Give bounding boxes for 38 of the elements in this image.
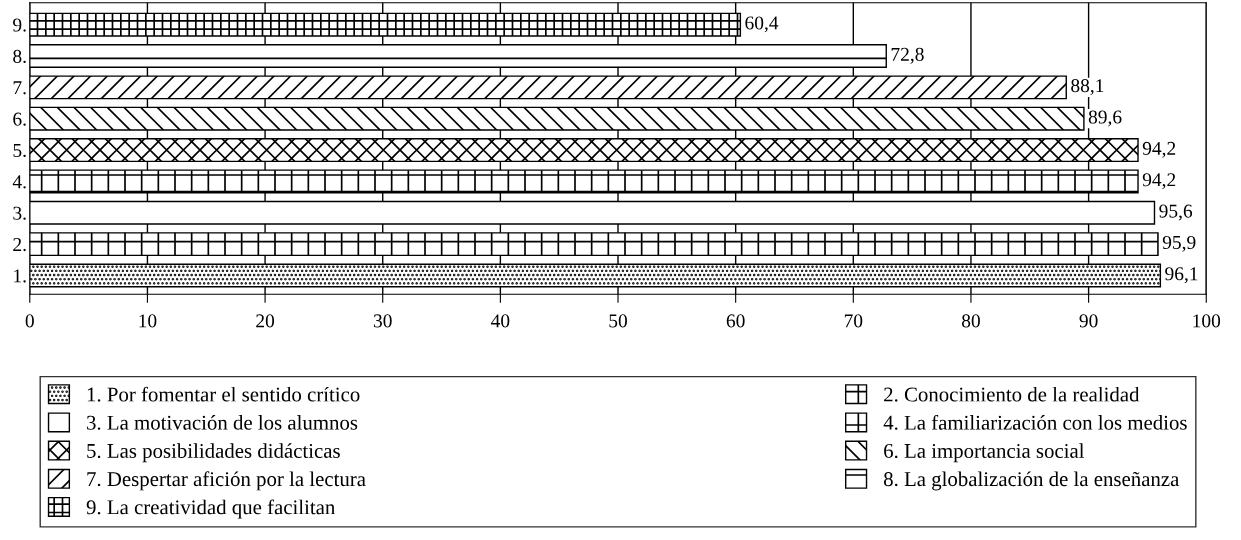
legend-label: 3. La motivación de los alumnos [87, 415, 358, 430]
x-tick-label: 30 [373, 314, 392, 328]
y-tick-label: 9. [13, 18, 26, 32]
legend-label: 4. La familiarización con los medios [883, 414, 1187, 430]
y-tick-label: 8. [13, 49, 26, 64]
x-tick-label: 80 [961, 314, 980, 328]
data-label: 94,2 [1142, 173, 1176, 190]
x-tick-label: 50 [609, 314, 627, 328]
data-label: 89,6 [1088, 110, 1122, 127]
y-tick-label: 5. [13, 144, 26, 158]
data-label: 88,1 [1071, 79, 1104, 96]
legend-label: 5. Las posibilidades didácticas [87, 443, 340, 463]
x-tick-label: 60 [726, 314, 745, 328]
data-label: 95,6 [1159, 204, 1193, 221]
legend-label: 6. La importancia social [884, 443, 1085, 463]
legend-label: 1. Por fomentar el sentido crítico [87, 386, 360, 402]
legend-label: 7. Despertar afición por la lectura [87, 471, 366, 491]
x-tick-label: 40 [491, 314, 510, 328]
x-tick-label: 70 [844, 314, 863, 328]
data-label: 72,8 [891, 47, 924, 64]
legend-label: 2. Conocimiento de la realidad [884, 386, 1140, 402]
x-tick-label: 20 [256, 314, 275, 328]
y-tick-label: 6. [13, 112, 26, 126]
data-label: 94,2 [1142, 141, 1176, 158]
data-label: 96,1 [1165, 267, 1198, 284]
legend-label: 8. La globalización de la enseñanza [883, 471, 1180, 491]
y-tick-label: 7. [13, 81, 26, 95]
y-tick-label: 2. [13, 238, 26, 252]
y-tick-label: 4. [12, 175, 26, 189]
legend-label: 9. La creatividad que facilitan [86, 499, 336, 519]
y-tick-label: 1. [14, 269, 26, 283]
data-label: 60,4 [745, 16, 779, 33]
data-label: 95,9 [1162, 235, 1196, 252]
x-tick-label: 0 [25, 314, 34, 328]
y-tick-label: 3. [13, 206, 26, 220]
x-tick-label: 100 [1193, 314, 1221, 328]
x-tick-label: 90 [1079, 314, 1098, 328]
x-tick-label: 10 [139, 314, 157, 328]
